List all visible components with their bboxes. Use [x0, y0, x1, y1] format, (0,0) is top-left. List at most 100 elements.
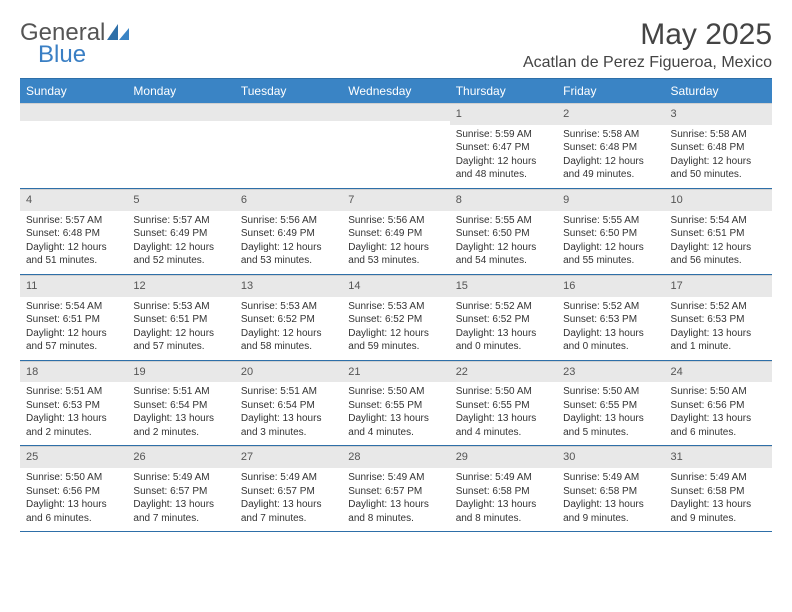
daylight2-line: and 0 minutes. — [456, 340, 551, 354]
daylight2-line: and 49 minutes. — [563, 168, 658, 182]
day-number — [20, 103, 127, 121]
location: Acatlan de Perez Figueroa, Mexico — [523, 54, 772, 72]
daylight1-line: Daylight: 13 hours — [348, 412, 443, 426]
daylight1-line: Daylight: 13 hours — [26, 412, 121, 426]
daylight1-line: Daylight: 13 hours — [241, 498, 336, 512]
sunrise-line: Sunrise: 5:49 AM — [456, 471, 551, 485]
day-details: Sunrise: 5:53 AMSunset: 6:52 PMDaylight:… — [235, 297, 342, 360]
sunrise-line: Sunrise: 5:53 AM — [241, 300, 336, 314]
calendar-week: 4Sunrise: 5:57 AMSunset: 6:48 PMDaylight… — [20, 188, 772, 274]
daylight2-line: and 4 minutes. — [348, 426, 443, 440]
day-details: Sunrise: 5:49 AMSunset: 6:58 PMDaylight:… — [665, 468, 772, 531]
sunset-line: Sunset: 6:51 PM — [26, 313, 121, 327]
calendar-cell: 7Sunrise: 5:56 AMSunset: 6:49 PMDaylight… — [342, 188, 449, 274]
daylight2-line: and 9 minutes. — [671, 512, 766, 526]
sunrise-line: Sunrise: 5:49 AM — [563, 471, 658, 485]
calendar-cell: 3Sunrise: 5:58 AMSunset: 6:48 PMDaylight… — [665, 103, 772, 188]
calendar-cell — [127, 103, 234, 188]
calendar-cell: 13Sunrise: 5:53 AMSunset: 6:52 PMDayligh… — [235, 274, 342, 360]
day-number: 31 — [665, 446, 772, 468]
calendar-week: 25Sunrise: 5:50 AMSunset: 6:56 PMDayligh… — [20, 446, 772, 532]
day-details: Sunrise: 5:56 AMSunset: 6:49 PMDaylight:… — [235, 211, 342, 274]
calendar-cell — [342, 103, 449, 188]
day-number: 22 — [450, 361, 557, 383]
daylight1-line: Daylight: 12 hours — [456, 241, 551, 255]
daylight2-line: and 2 minutes. — [133, 426, 228, 440]
sunset-line: Sunset: 6:48 PM — [671, 141, 766, 155]
sunset-line: Sunset: 6:55 PM — [563, 399, 658, 413]
daylight2-line: and 8 minutes. — [348, 512, 443, 526]
sunrise-line: Sunrise: 5:51 AM — [241, 385, 336, 399]
day-number: 20 — [235, 361, 342, 383]
sunset-line: Sunset: 6:53 PM — [26, 399, 121, 413]
day-header: Monday — [127, 79, 234, 104]
day-details: Sunrise: 5:55 AMSunset: 6:50 PMDaylight:… — [557, 211, 664, 274]
day-number — [235, 103, 342, 121]
sunrise-line: Sunrise: 5:56 AM — [348, 214, 443, 228]
sunset-line: Sunset: 6:51 PM — [133, 313, 228, 327]
sunrise-line: Sunrise: 5:53 AM — [348, 300, 443, 314]
sunrise-line: Sunrise: 5:55 AM — [456, 214, 551, 228]
day-number: 8 — [450, 189, 557, 211]
sunrise-line: Sunrise: 5:54 AM — [26, 300, 121, 314]
day-number: 21 — [342, 361, 449, 383]
calendar-cell: 15Sunrise: 5:52 AMSunset: 6:52 PMDayligh… — [450, 274, 557, 360]
calendar-cell: 5Sunrise: 5:57 AMSunset: 6:49 PMDaylight… — [127, 188, 234, 274]
daylight1-line: Daylight: 13 hours — [456, 498, 551, 512]
daylight2-line: and 58 minutes. — [241, 340, 336, 354]
sunrise-line: Sunrise: 5:49 AM — [671, 471, 766, 485]
day-details: Sunrise: 5:50 AMSunset: 6:55 PMDaylight:… — [450, 382, 557, 445]
day-details: Sunrise: 5:59 AMSunset: 6:47 PMDaylight:… — [450, 125, 557, 188]
calendar-cell: 18Sunrise: 5:51 AMSunset: 6:53 PMDayligh… — [20, 360, 127, 446]
sunset-line: Sunset: 6:47 PM — [456, 141, 551, 155]
daylight2-line: and 50 minutes. — [671, 168, 766, 182]
day-number: 4 — [20, 189, 127, 211]
calendar-cell: 26Sunrise: 5:49 AMSunset: 6:57 PMDayligh… — [127, 446, 234, 532]
daylight1-line: Daylight: 13 hours — [563, 412, 658, 426]
sunrise-line: Sunrise: 5:49 AM — [241, 471, 336, 485]
day-details: Sunrise: 5:49 AMSunset: 6:57 PMDaylight:… — [235, 468, 342, 531]
day-details: Sunrise: 5:53 AMSunset: 6:51 PMDaylight:… — [127, 297, 234, 360]
daylight1-line: Daylight: 13 hours — [26, 498, 121, 512]
daylight1-line: Daylight: 12 hours — [671, 241, 766, 255]
daylight2-line: and 53 minutes. — [241, 254, 336, 268]
daylight1-line: Daylight: 12 hours — [133, 327, 228, 341]
daylight1-line: Daylight: 13 hours — [241, 412, 336, 426]
daylight2-line: and 1 minute. — [671, 340, 766, 354]
sunset-line: Sunset: 6:48 PM — [26, 227, 121, 241]
sunset-line: Sunset: 6:49 PM — [241, 227, 336, 241]
day-header: Friday — [557, 79, 664, 104]
day-number: 1 — [450, 103, 557, 125]
sunrise-line: Sunrise: 5:53 AM — [133, 300, 228, 314]
day-details: Sunrise: 5:54 AMSunset: 6:51 PMDaylight:… — [20, 297, 127, 360]
daylight2-line: and 4 minutes. — [456, 426, 551, 440]
empty-details — [342, 121, 449, 175]
daylight2-line: and 0 minutes. — [563, 340, 658, 354]
sunset-line: Sunset: 6:55 PM — [348, 399, 443, 413]
sunset-line: Sunset: 6:57 PM — [133, 485, 228, 499]
day-details: Sunrise: 5:49 AMSunset: 6:57 PMDaylight:… — [127, 468, 234, 531]
calendar-cell: 20Sunrise: 5:51 AMSunset: 6:54 PMDayligh… — [235, 360, 342, 446]
daylight2-line: and 59 minutes. — [348, 340, 443, 354]
daylight2-line: and 6 minutes. — [671, 426, 766, 440]
sunset-line: Sunset: 6:51 PM — [671, 227, 766, 241]
day-number: 18 — [20, 361, 127, 383]
daylight1-line: Daylight: 12 hours — [241, 327, 336, 341]
day-header: Tuesday — [235, 79, 342, 104]
day-details: Sunrise: 5:57 AMSunset: 6:48 PMDaylight:… — [20, 211, 127, 274]
day-number: 12 — [127, 275, 234, 297]
calendar-cell: 2Sunrise: 5:58 AMSunset: 6:48 PMDaylight… — [557, 103, 664, 188]
sunset-line: Sunset: 6:54 PM — [133, 399, 228, 413]
calendar-week: 11Sunrise: 5:54 AMSunset: 6:51 PMDayligh… — [20, 274, 772, 360]
day-number: 7 — [342, 189, 449, 211]
empty-details — [235, 121, 342, 175]
daylight1-line: Daylight: 12 hours — [563, 241, 658, 255]
day-number: 14 — [342, 275, 449, 297]
calendar-cell: 10Sunrise: 5:54 AMSunset: 6:51 PMDayligh… — [665, 188, 772, 274]
empty-details — [127, 121, 234, 175]
day-details: Sunrise: 5:55 AMSunset: 6:50 PMDaylight:… — [450, 211, 557, 274]
daylight2-line: and 54 minutes. — [456, 254, 551, 268]
day-details: Sunrise: 5:49 AMSunset: 6:58 PMDaylight:… — [450, 468, 557, 531]
day-number: 26 — [127, 446, 234, 468]
daylight2-line: and 6 minutes. — [26, 512, 121, 526]
